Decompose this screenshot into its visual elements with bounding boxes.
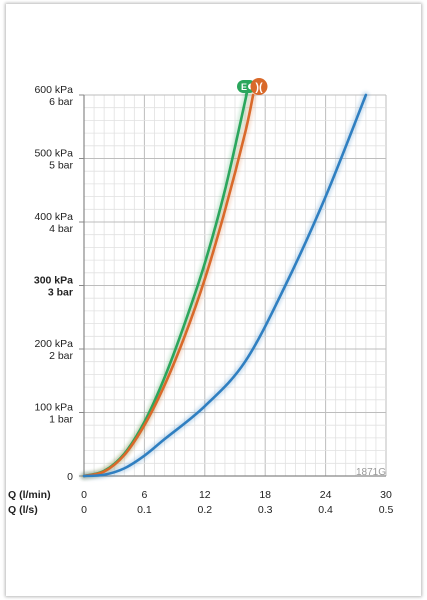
x-tick-label-ls: 0.2 (197, 504, 212, 516)
y-tick-label-kpa: 300 kPa (34, 275, 73, 287)
y-tick-label-kpa: 400 kPa (34, 211, 73, 223)
x-tick-label-lmin: 12 (199, 489, 211, 501)
eco-badge-label: E (241, 82, 247, 92)
y-tick-label-bar: 5 bar (49, 160, 73, 172)
x-axis-title-lmin: Q (l/min) (8, 489, 51, 501)
figure-code: 1871G (356, 467, 386, 478)
y-tick-label-kpa: 0 (67, 471, 73, 483)
chart-page: 0 100 kPa 1 bar 200 kPa 2 bar 300 kPa 3 bar 400… (6, 4, 421, 596)
y-tick-label-kpa: 100 kPa (34, 402, 73, 414)
series-lines (82, 91, 368, 478)
x-tick-label-ls: 0.4 (318, 504, 333, 516)
x-tick-label-ls: 0 (81, 504, 87, 516)
y-tick-label-kpa: 500 kPa (34, 148, 73, 160)
x-axis-title-ls: Q (l/s) (8, 504, 38, 516)
x-tick-label-lmin: 18 (259, 489, 271, 501)
series-orange-line (82, 93, 255, 478)
x-tick-label-lmin: 30 (380, 489, 392, 501)
series-markers: E )( (237, 78, 268, 95)
y-tick-label-kpa: 600 kPa (34, 84, 73, 96)
restrictor-badge-icon (250, 78, 268, 95)
x-tick-label-lmin: 6 (141, 489, 147, 501)
x-tick-label-ls: 0.1 (137, 504, 152, 516)
y-tick-label-bar: 6 bar (49, 96, 73, 108)
series-green-line (82, 91, 249, 478)
x-tick-label-lmin: 0 (81, 489, 87, 501)
y-tick-label-bar: 4 bar (49, 223, 73, 235)
x-axis-labels: Q (l/min) Q (l/s) 0 0 6 0.1 12 0.2 18 0.3 24 0.4 30 0… (8, 489, 393, 516)
restrictor-badge-label: )( (255, 82, 263, 94)
y-tick-label-kpa: 200 kPa (34, 338, 73, 350)
y-tick-label-bar: 1 bar (49, 414, 73, 426)
y-tick-label-bar: 2 bar (49, 350, 73, 362)
y-tick-label-bar: 3 bar (48, 287, 73, 299)
x-tick-label-ls: 0.3 (258, 504, 273, 516)
series-green-glow (80, 89, 251, 480)
x-tick-label-lmin: 24 (320, 489, 332, 501)
series-blue-line (82, 93, 368, 478)
x-tick-label-ls: 0.5 (379, 504, 394, 516)
